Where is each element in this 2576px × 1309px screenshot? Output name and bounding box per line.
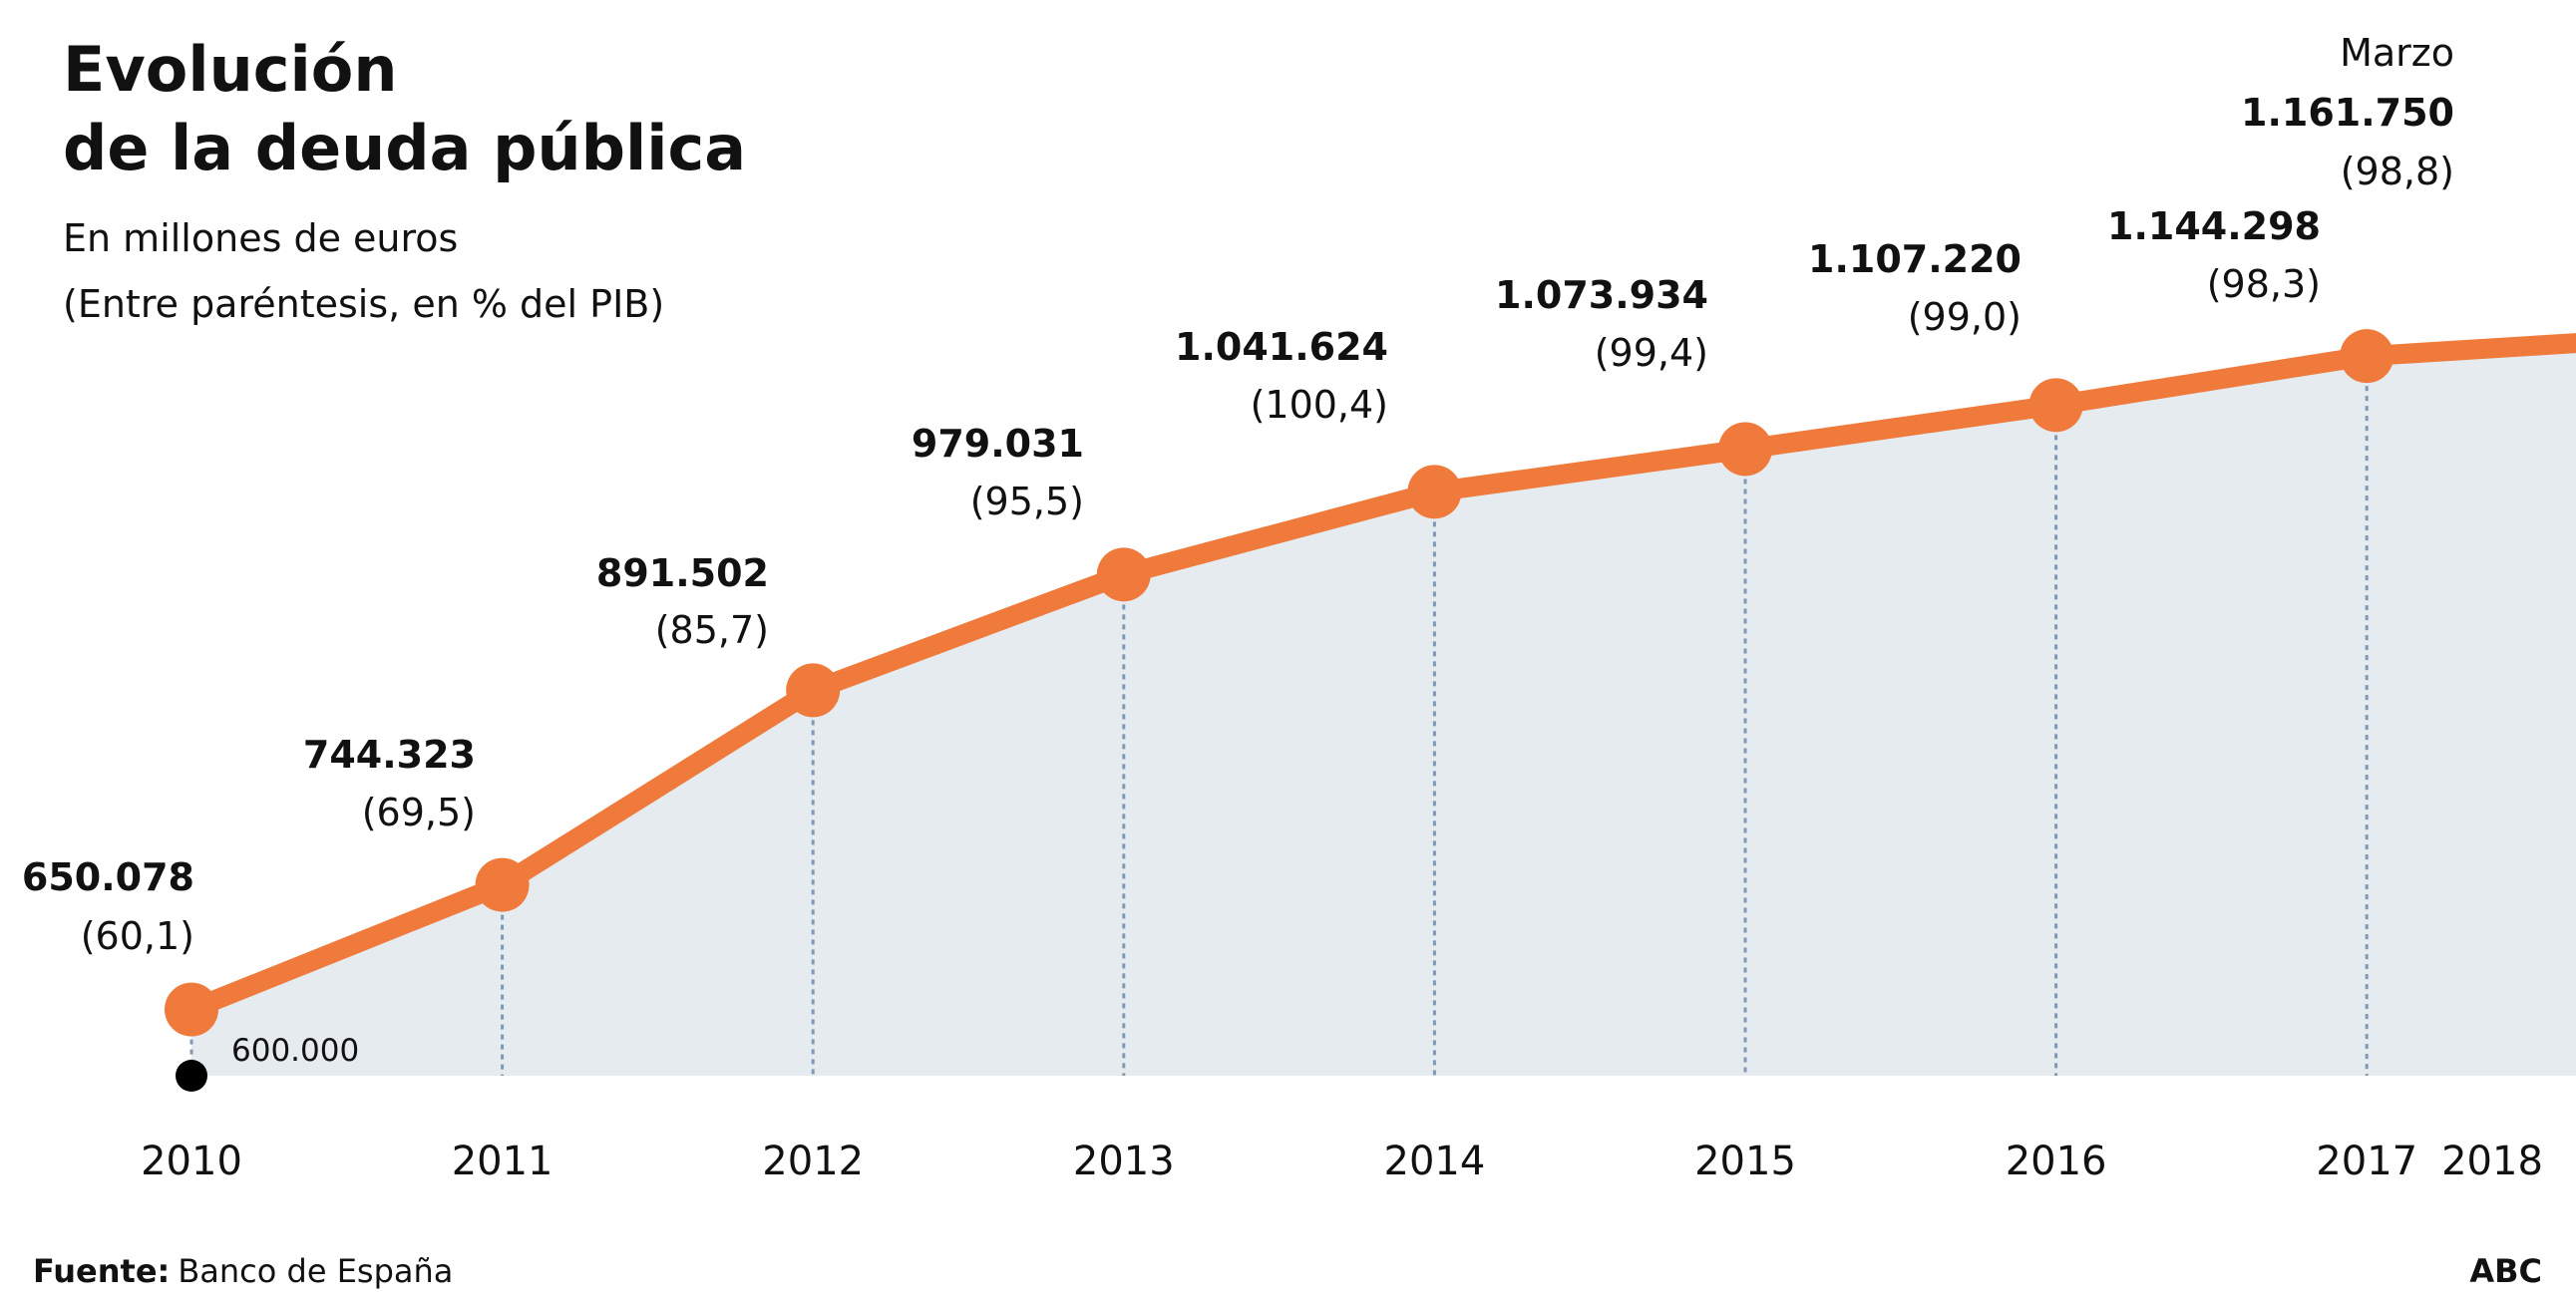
- pct-label: (98,8): [2341, 150, 2454, 193]
- data-point: [165, 982, 218, 1037]
- x-tick-label: 2018: [2441, 1139, 2543, 1184]
- pct-label: (69,5): [362, 791, 476, 834]
- x-tick-label: 2016: [2006, 1139, 2107, 1184]
- data-point: [2340, 329, 2394, 384]
- data-point: [2028, 378, 2083, 433]
- data-point: [1096, 547, 1151, 602]
- pct-label: (60,1): [81, 914, 194, 958]
- date-note: Marzo: [2340, 31, 2454, 75]
- source-label: Fuente:: [33, 1252, 170, 1290]
- x-tick-label: 2014: [1384, 1139, 1486, 1184]
- subtitle-units: En millones de euros: [63, 216, 458, 260]
- data-point: [475, 857, 530, 912]
- x-tick-label: 2015: [1694, 1139, 1796, 1184]
- chart-title-line2: de la deuda pública: [63, 112, 746, 184]
- data-point: [1407, 465, 1462, 519]
- pct-label: (100,4): [1251, 383, 1388, 427]
- x-tick-label: 2013: [1073, 1139, 1175, 1184]
- pct-label: (98,3): [2207, 262, 2321, 306]
- value-label: 1.073.934: [1495, 273, 1708, 317]
- x-tick-label: 2017: [2316, 1139, 2417, 1184]
- subtitle-note: (Entre paréntesis, en % del PIB): [63, 282, 664, 326]
- pct-label: (85,7): [655, 608, 769, 652]
- value-label: 1.041.624: [1175, 325, 1388, 369]
- area-fill: [191, 343, 2576, 1076]
- source-value: Banco de España: [178, 1252, 453, 1290]
- data-point: [786, 663, 841, 718]
- source: Fuente: Banco de España: [33, 1252, 453, 1290]
- value-label: 979.031: [912, 422, 1084, 466]
- plot-area: 650.078 (60,1) 744.323 (69,5) 891.502 (85,7) 9…: [22, 31, 2576, 1184]
- value-label: 650.078: [22, 855, 194, 899]
- x-tick-label: 2011: [452, 1139, 553, 1184]
- data-point: [1718, 422, 1772, 477]
- value-label: 1.144.298: [2107, 204, 2321, 248]
- pct-label: (99,0): [1908, 295, 2022, 339]
- baseline-label: 600.000: [231, 1033, 359, 1069]
- x-tick-label: 2012: [762, 1139, 864, 1184]
- value-label: 1.161.750: [2241, 91, 2454, 135]
- value-label: 891.502: [596, 551, 769, 595]
- value-label: 744.323: [303, 733, 476, 777]
- x-tick-label: 2010: [141, 1139, 242, 1184]
- chart-title-line1: Evolución: [63, 33, 398, 106]
- value-label: 1.107.220: [1808, 237, 2022, 281]
- pct-label: (99,4): [1595, 331, 1708, 375]
- baseline-dot: [176, 1060, 207, 1092]
- brand-logo: ABC: [2469, 1252, 2542, 1290]
- pct-label: (95,5): [970, 480, 1084, 523]
